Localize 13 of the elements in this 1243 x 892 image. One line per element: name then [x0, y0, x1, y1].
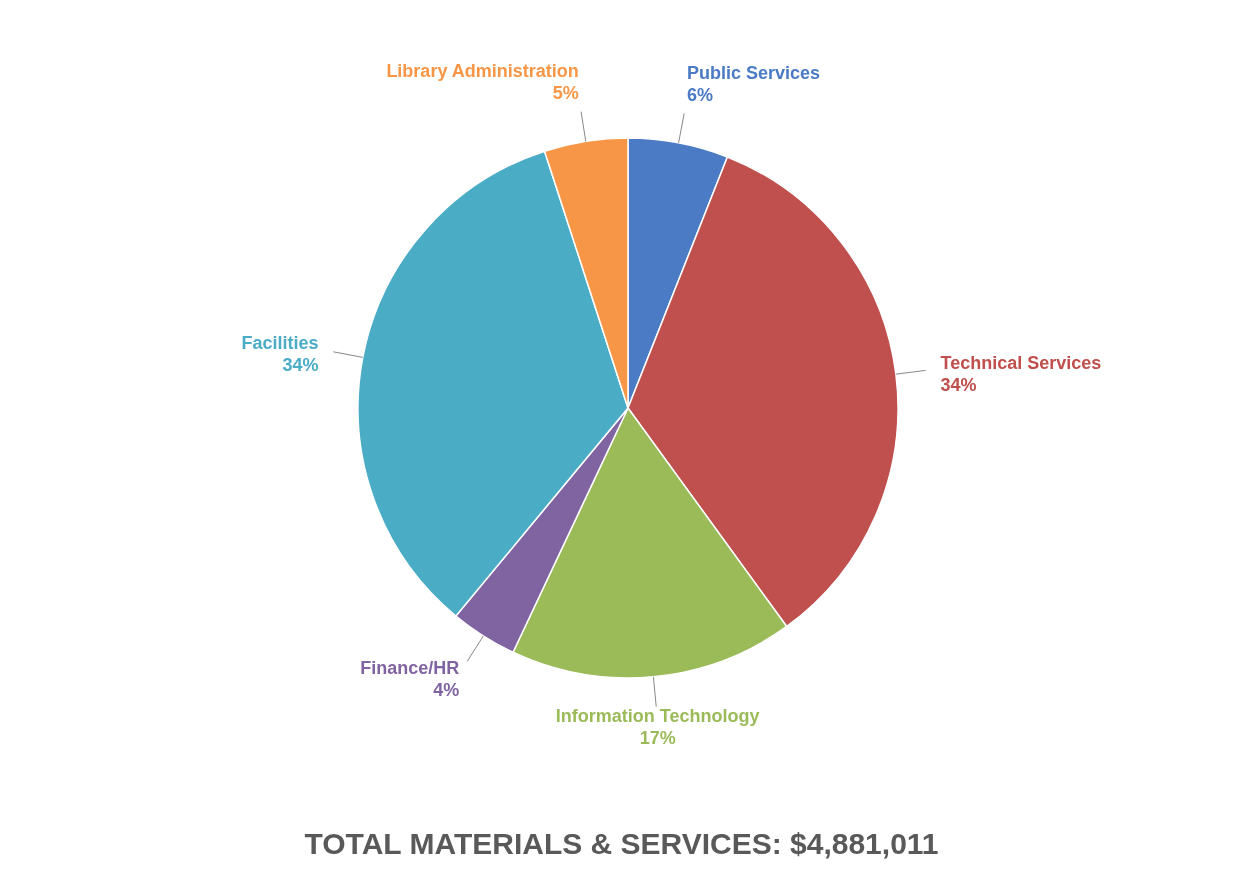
data-label: 6% [687, 84, 714, 105]
slice-label: Information Technology [555, 705, 760, 726]
text: TOTAL MATERIALS & SERVICES: $4,881,011 [304, 827, 939, 860]
slice-label: Library Administration [386, 60, 579, 81]
data-label: 4% [433, 679, 460, 700]
data-label: 5% [552, 82, 579, 103]
data-label: 34% [940, 374, 977, 395]
slice-label: Finance/HR [360, 657, 460, 678]
data-label: 34% [282, 354, 319, 375]
slice-label: Public Services [687, 62, 821, 83]
slice-label: Facilities [241, 332, 319, 353]
slice-label: Technical Services [940, 352, 1102, 373]
data-label: 17% [639, 727, 676, 748]
